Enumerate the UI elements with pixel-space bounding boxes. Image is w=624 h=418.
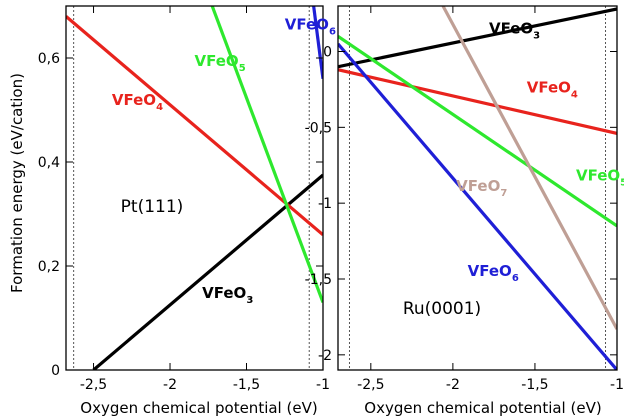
series-line-vfeo6 <box>312 6 323 80</box>
y-tick-label: -2 <box>318 348 332 364</box>
series-label-vfeo4: VFeO4 <box>527 78 578 100</box>
series-label-vfeo6: VFeO6 <box>468 262 519 284</box>
panel-label: Ru(0001) <box>403 299 481 319</box>
plot-frame <box>337 5 618 371</box>
plot-frame <box>65 5 324 371</box>
x-tick-label: -2,5 <box>357 377 384 393</box>
series-label-vfeo5: VFeO5 <box>576 166 624 188</box>
series-label-vfeo4: VFeO4 <box>112 91 163 113</box>
chart-panel-ru0001: -2,5 -2 -1,5 -1 0 -0,5 -1 -1,5 -2 VFeO3 VFeO4 VFeO5… <box>305 5 624 393</box>
series-line-vfeo4 <box>66 15 323 237</box>
x-tick-label: -2,5 <box>80 377 107 393</box>
y-tick-label: -1 <box>318 196 332 212</box>
y-tick-label: 0,6 <box>38 51 60 67</box>
x-axis-label-right: Oxygen chemical potential (eV) <box>364 399 601 417</box>
x-tick-label: -1,5 <box>521 377 548 393</box>
y-tick-label: -0,5 <box>305 120 332 136</box>
y-axis-label-left: Formation energy (eV/cation) <box>8 73 26 293</box>
y-tick-label: 0 <box>323 45 332 61</box>
series-line-vfeo4 <box>338 68 617 135</box>
y-tick-label: -1,5 <box>305 272 332 288</box>
series-line-vfeo7 <box>441 6 617 330</box>
x-tick-label: -1 <box>316 377 330 393</box>
series-line-vfeo5 <box>210 6 323 303</box>
series-line-vfeo3 <box>92 173 323 370</box>
y-tick-label: 0,4 <box>38 155 60 171</box>
x-tick-label: -2 <box>163 377 177 393</box>
y-tick-label: 0 <box>51 363 60 379</box>
panel-label: Pt(111) <box>121 197 184 217</box>
series-label-vfeo5: VFeO5 <box>195 52 246 74</box>
series-label-vfeo7: VFeO7 <box>456 177 507 199</box>
series-line-vfeo5 <box>338 34 617 228</box>
series-label-vfeo6: VFeO6 <box>285 15 336 37</box>
x-tick-label: -1,5 <box>233 377 260 393</box>
series-line-vfeo3 <box>338 7 617 69</box>
series-label-vfeo3: VFeO3 <box>489 19 540 41</box>
chart-panel-pt111: -2,5 -2 -1,5 -1 0 0,2 0,4 0,6 VFeO3 VFeO4 VFeO5 VFe… <box>38 5 336 393</box>
x-axis-label-left: Oxygen chemical potential (eV) <box>80 399 317 417</box>
series-label-vfeo3: VFeO3 <box>202 284 253 306</box>
x-tick-label: -2 <box>446 377 460 393</box>
x-tick-label: -1 <box>610 377 624 393</box>
series-line-vfeo6 <box>338 42 617 370</box>
y-tick-label: 0,2 <box>38 259 60 275</box>
